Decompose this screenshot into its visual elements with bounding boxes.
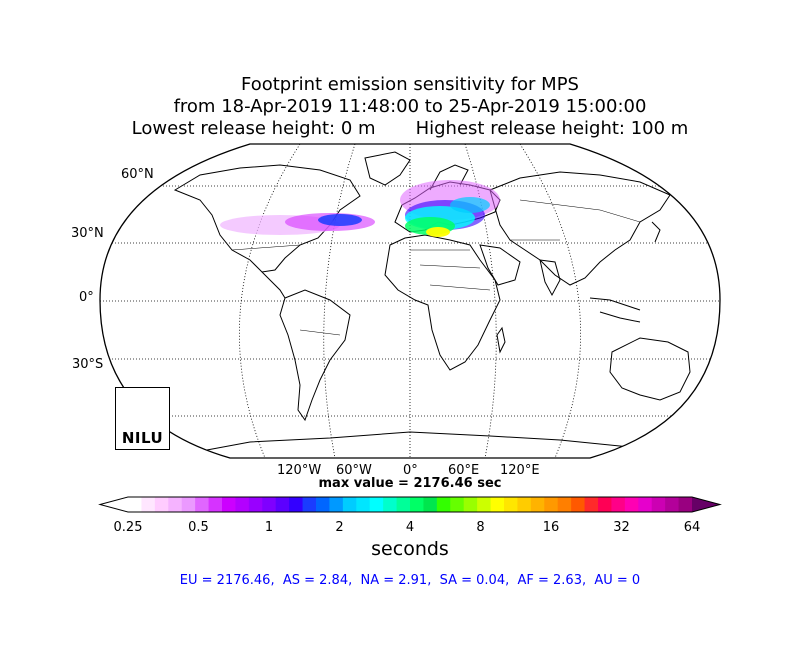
colorbar-cell: [557, 497, 572, 512]
colorbar-cell: [450, 497, 465, 512]
colorbar-cell: [396, 497, 411, 512]
colorbar-cell: [342, 497, 357, 512]
colorbar-cell: [423, 497, 438, 512]
colorbar-cell: [316, 497, 330, 512]
colorbar-cell: [490, 497, 505, 512]
colorbar-units-label: seconds: [371, 538, 449, 560]
colorbar-outline: [98, 496, 722, 513]
colorbar-cell: [624, 497, 639, 512]
colorbar-cell: [222, 497, 236, 512]
lon-label-0: 0°: [403, 463, 418, 478]
colorbar-cell: [598, 497, 612, 512]
colorbar-cell: [195, 497, 210, 512]
colorbar-cell: [544, 497, 559, 512]
world-map: [99, 143, 721, 459]
title-line-1: Footprint emission sensitivity for MPS: [241, 74, 579, 95]
colorbar-cell: [369, 497, 384, 512]
colorbar-cell: [289, 497, 304, 512]
colorbar-cell: [208, 497, 223, 512]
title-line-2: from 18-Apr-2019 11:48:00 to 25-Apr-2019…: [173, 96, 647, 117]
colorbar-cell: [410, 497, 424, 512]
colorbar-cell: [248, 497, 263, 512]
colorbar-tick-label: 4: [405, 520, 415, 535]
colorbar-tick-label: 0.5: [188, 520, 209, 535]
colorbar-extend-max: [692, 497, 720, 512]
colorbar-cell: [530, 497, 545, 512]
lat-label-0: 0°: [79, 290, 94, 305]
colorbar-cell: [141, 497, 156, 512]
colorbar-cell: [651, 497, 666, 512]
colorbar-cell: [665, 497, 680, 512]
colorbar-cell: [235, 497, 250, 512]
colorbar-tick-label: 2: [335, 520, 344, 535]
colorbar-cell: [463, 497, 478, 512]
colorbar-extend-min: [100, 497, 128, 512]
colorbar-tick-label: 8: [476, 520, 485, 535]
colorbar-cell: [275, 497, 290, 512]
colorbar-cell: [128, 497, 142, 512]
title-line-3: Lowest release height: 0 m Highest relea…: [131, 118, 689, 139]
colorbar-cell: [168, 497, 183, 512]
colorbar-cell: [329, 497, 344, 512]
nilu-logo-text: NILU: [121, 429, 164, 447]
colorbar-cell: [504, 497, 518, 512]
colorbar-cell: [383, 497, 398, 512]
colorbar-cell: [584, 497, 599, 512]
colorbar-tick-label: 0.25: [113, 520, 143, 535]
footprint-plume: [220, 180, 500, 237]
region-values: EU = 2176.46, AS = 2.84, NA = 2.91, SA =…: [179, 573, 641, 588]
colorbar-cell: [477, 497, 492, 512]
colorbar-cell: [154, 497, 169, 512]
colorbar-tick-label: 64: [683, 520, 701, 535]
colorbar-cell: [678, 497, 693, 512]
country-borders: [231, 199, 641, 336]
lon-label-60e: 60°E: [448, 463, 480, 478]
colorbar-cell: [262, 497, 277, 512]
max-value-label: max value = 2176.46 sec: [318, 476, 502, 491]
lon-label-60w: 60°W: [336, 463, 372, 478]
colorbar-cell: [611, 497, 626, 512]
colorbar-cell: [571, 497, 586, 512]
lat-label-30n: 30°N: [71, 226, 104, 241]
colorbar-cell: [356, 497, 371, 512]
colorbar-tick-label: 1: [264, 520, 274, 535]
colorbar-cell: [436, 497, 451, 512]
colorbar-cell: [638, 497, 653, 512]
colorbar-cell: [181, 497, 196, 512]
nilu-logo: NILU: [115, 387, 170, 450]
colorbar-tick-label: 32: [613, 520, 630, 535]
lat-label-30s: 30°S: [72, 357, 104, 372]
colorbar-tick-label: 16: [542, 520, 560, 535]
colorbar-cell: [517, 497, 532, 512]
lat-label-60n: 60°N: [121, 167, 154, 182]
lon-label-120w: 120°W: [277, 463, 322, 478]
colorbar-cell: [302, 497, 317, 512]
lon-label-120e: 120°E: [500, 463, 540, 478]
